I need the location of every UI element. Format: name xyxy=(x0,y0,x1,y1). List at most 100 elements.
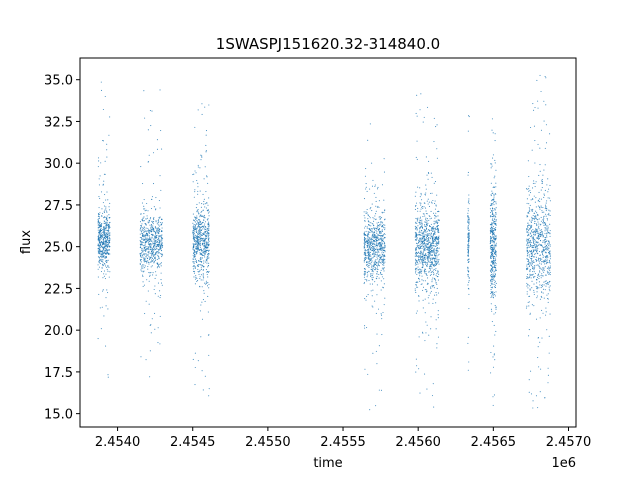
data-point xyxy=(540,231,542,233)
data-point xyxy=(548,252,550,254)
data-point xyxy=(546,267,548,269)
data-point xyxy=(540,368,542,370)
data-point xyxy=(147,235,149,237)
data-point xyxy=(97,256,99,258)
data-point xyxy=(144,230,147,232)
data-point xyxy=(494,209,496,211)
data-point xyxy=(545,314,547,316)
data-point xyxy=(528,212,530,214)
data-point xyxy=(535,244,537,246)
data-point xyxy=(490,194,492,196)
data-point xyxy=(489,241,491,243)
data-point xyxy=(153,206,155,208)
data-point xyxy=(492,297,495,299)
data-point xyxy=(371,265,373,267)
data-point xyxy=(428,172,430,175)
data-point xyxy=(378,248,380,250)
data-point xyxy=(148,271,150,274)
data-point xyxy=(493,394,496,396)
data-point xyxy=(432,227,434,229)
data-point xyxy=(490,286,492,288)
y-axis-ticks: 15.017.520.022.525.027.530.032.535.0 xyxy=(44,74,80,423)
data-point xyxy=(382,237,384,239)
data-point xyxy=(375,218,377,220)
data-point xyxy=(467,239,470,241)
data-point xyxy=(364,259,366,261)
data-point xyxy=(419,217,421,219)
data-point xyxy=(467,245,469,247)
data-point xyxy=(363,227,366,229)
data-point xyxy=(380,249,382,251)
data-point xyxy=(430,234,432,236)
data-point xyxy=(419,237,421,239)
data-point xyxy=(418,278,420,280)
data-point xyxy=(377,238,379,240)
data-point xyxy=(547,241,550,243)
data-point xyxy=(427,240,429,242)
data-point xyxy=(372,352,374,354)
data-point xyxy=(369,248,371,250)
data-point xyxy=(145,209,147,211)
data-point xyxy=(424,248,426,250)
data-point xyxy=(193,272,195,274)
data-point xyxy=(493,256,495,258)
data-point xyxy=(103,254,105,257)
data-point xyxy=(97,229,99,231)
data-point xyxy=(421,256,423,258)
data-point xyxy=(434,265,437,267)
data-point xyxy=(489,232,491,234)
data-point xyxy=(149,248,151,250)
data-point xyxy=(544,228,546,230)
data-point xyxy=(467,224,469,227)
data-point xyxy=(433,265,435,267)
data-point xyxy=(195,242,197,245)
data-point xyxy=(145,233,148,235)
data-point xyxy=(527,273,529,275)
data-point xyxy=(374,245,376,247)
data-point xyxy=(375,210,377,212)
data-point xyxy=(199,244,201,246)
data-point xyxy=(467,226,469,228)
data-point xyxy=(381,276,383,278)
data-point xyxy=(537,264,539,266)
data-point xyxy=(139,246,142,248)
data-point xyxy=(424,272,426,274)
data-point xyxy=(529,219,531,221)
data-point xyxy=(467,336,469,338)
data-point xyxy=(207,282,209,284)
data-point xyxy=(468,219,470,221)
data-point xyxy=(200,240,202,242)
data-point xyxy=(196,210,198,212)
data-point xyxy=(204,244,206,246)
data-point xyxy=(494,266,496,268)
data-point xyxy=(527,160,529,162)
data-point xyxy=(425,192,427,194)
data-point xyxy=(425,228,428,230)
data-point xyxy=(100,254,102,256)
data-point xyxy=(426,230,428,232)
data-point xyxy=(529,295,531,297)
data-point xyxy=(141,243,143,245)
data-point xyxy=(383,227,385,229)
data-point xyxy=(536,224,538,226)
data-point xyxy=(366,279,368,281)
data-point xyxy=(421,279,423,281)
data-point xyxy=(148,221,150,223)
data-point xyxy=(99,238,101,240)
data-point xyxy=(142,253,145,255)
data-point xyxy=(202,209,204,211)
data-point xyxy=(366,257,368,259)
data-point xyxy=(543,196,545,198)
data-point xyxy=(495,219,497,221)
data-point xyxy=(383,264,385,266)
data-point xyxy=(377,233,379,235)
data-point xyxy=(467,210,469,212)
data-point xyxy=(151,249,153,251)
data-point xyxy=(540,263,542,265)
data-point xyxy=(422,231,424,233)
data-point xyxy=(142,271,144,273)
data-point xyxy=(432,212,435,214)
data-point xyxy=(105,225,107,227)
data-point xyxy=(380,256,382,259)
data-point xyxy=(438,247,440,249)
